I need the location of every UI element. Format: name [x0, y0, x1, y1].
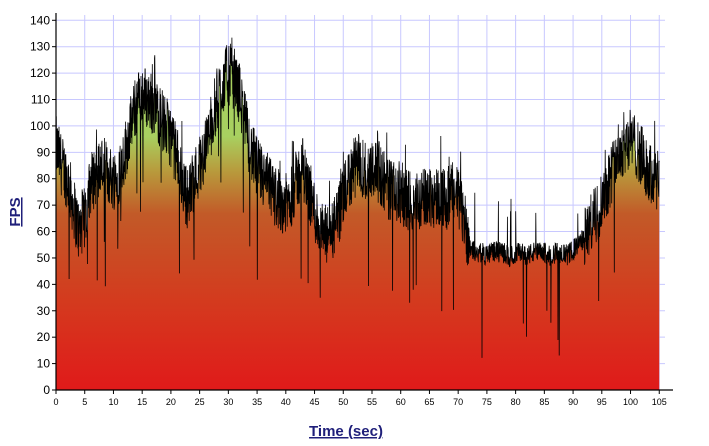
x-tick-label: 100 [623, 397, 638, 407]
y-tick-label: 140 [30, 13, 50, 27]
y-tick-label: 130 [30, 40, 50, 54]
x-tick-label: 45 [310, 397, 320, 407]
x-tick-label: 90 [568, 397, 578, 407]
fps-series-line [55, 37, 660, 358]
y-tick-label: 110 [31, 93, 50, 107]
x-tick-label: 70 [453, 397, 463, 407]
x-tick-label: 80 [511, 397, 521, 407]
y-tick-label: 0 [43, 383, 50, 397]
y-tick-label: 120 [30, 66, 50, 80]
x-tick-labels: 0 5 10 15 20 25 30 35 40 45 50 55 60 65 70 75 80 85 90 95 10… [53, 397, 666, 407]
x-tick-label: 50 [338, 397, 348, 407]
x-tick-label: 30 [223, 397, 233, 407]
x-tick-label: 105 [652, 397, 667, 407]
y-tick-label: 80 [37, 172, 51, 186]
x-tick-label: 95 [597, 397, 607, 407]
x-tick-label: 15 [137, 397, 147, 407]
fps-area-fill [56, 37, 660, 390]
x-tick-label: 65 [424, 397, 434, 407]
x-tick-label: 40 [281, 397, 291, 407]
x-tick-label: 60 [396, 397, 406, 407]
y-tick-label: 100 [30, 119, 50, 133]
y-tick-label: 70 [37, 198, 51, 212]
area-series [55, 37, 660, 390]
x-tick-label: 10 [108, 397, 118, 407]
x-tick-label: 75 [482, 397, 492, 407]
y-tick-label: 50 [37, 251, 51, 265]
x-tick-label: 35 [252, 397, 262, 407]
y-tick-label: 30 [37, 304, 51, 318]
y-tick-label: 40 [37, 277, 51, 291]
x-tick-label: 25 [195, 397, 205, 407]
y-tick-label: 10 [37, 357, 51, 371]
y-tick-label: 60 [37, 225, 51, 239]
y-tick-label: 20 [37, 330, 51, 344]
axes [52, 13, 673, 394]
x-tick-label: 0 [53, 397, 58, 407]
x-tick-label: 20 [166, 397, 176, 407]
y-tick-labels: 0 10 20 30 40 50 60 70 80 90 100 110 120 130 140 [30, 13, 50, 397]
y-axis-title: FPS [7, 197, 24, 226]
x-axis-title: Time (sec) [309, 423, 383, 440]
x-tick-label: 55 [367, 397, 377, 407]
x-tick-label: 85 [539, 397, 549, 407]
y-tick-label: 90 [37, 145, 51, 159]
x-tick-label: 5 [82, 397, 87, 407]
